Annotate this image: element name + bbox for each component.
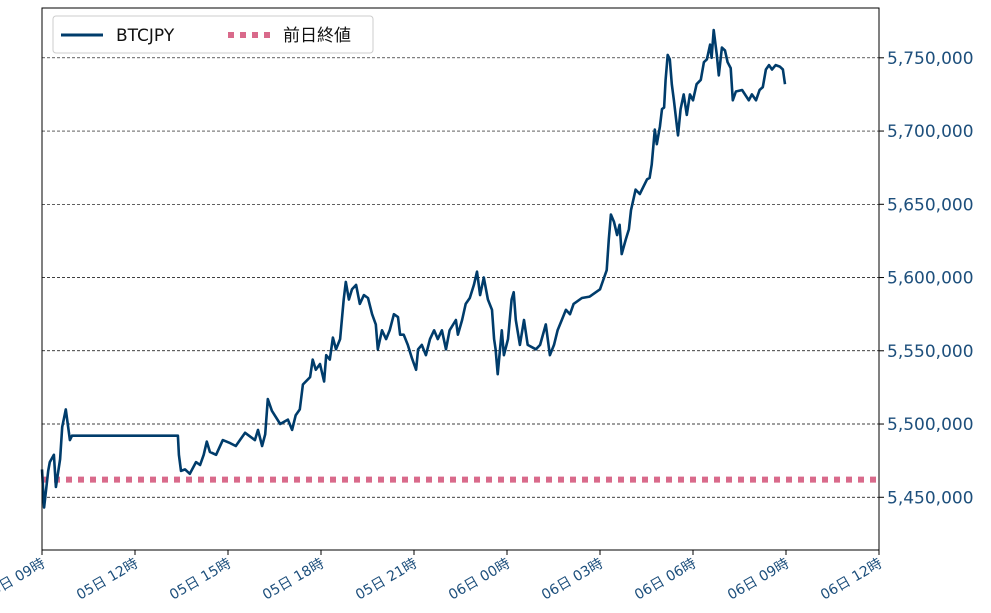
x-tick-label: 05日 18時 <box>260 556 327 604</box>
y-tick-label: 5,750,000 <box>887 49 974 69</box>
x-tick-label: 05日 15時 <box>167 556 234 604</box>
legend: BTCJPY 前日終値 <box>52 15 374 54</box>
legend-box <box>52 15 374 54</box>
plot-frame <box>41 7 880 551</box>
y-tick-label: 5,500,000 <box>887 415 974 435</box>
y-tick-label: 5,600,000 <box>887 269 974 289</box>
series-line-btcjpy <box>40 28 787 509</box>
y-tick-label: 5,700,000 <box>887 122 974 142</box>
x-tick-label: 06日 09時 <box>725 556 792 604</box>
x-tick-label: 06日 03時 <box>539 556 606 604</box>
x-tick-label: 05日 21時 <box>353 556 420 604</box>
y-tick-label: 5,450,000 <box>887 488 974 508</box>
x-tick-label: 05日 12時 <box>74 556 141 604</box>
y-tick-label: 5,650,000 <box>887 195 974 215</box>
y-tick-label: 5,550,000 <box>887 342 974 362</box>
x-tick-label: 06日 00時 <box>446 556 513 604</box>
grid-lines <box>42 57 879 498</box>
x-tick-label: 06日 06時 <box>632 556 699 604</box>
y-axis: 5,450,000 5,500,000 5,550,000 5,600,000 5,65… <box>879 49 974 508</box>
x-axis: 05日 09時 05日 12時 05日 15時 05日 18時 05日 21時 06日 0… <box>0 550 885 604</box>
legend-label-previous-close: 前日終値 <box>283 26 351 46</box>
x-tick-label: 06日 12時 <box>818 556 885 604</box>
legend-label-btcjpy: BTCJPY <box>116 26 175 46</box>
x-tick-label: 05日 09時 <box>0 556 48 604</box>
